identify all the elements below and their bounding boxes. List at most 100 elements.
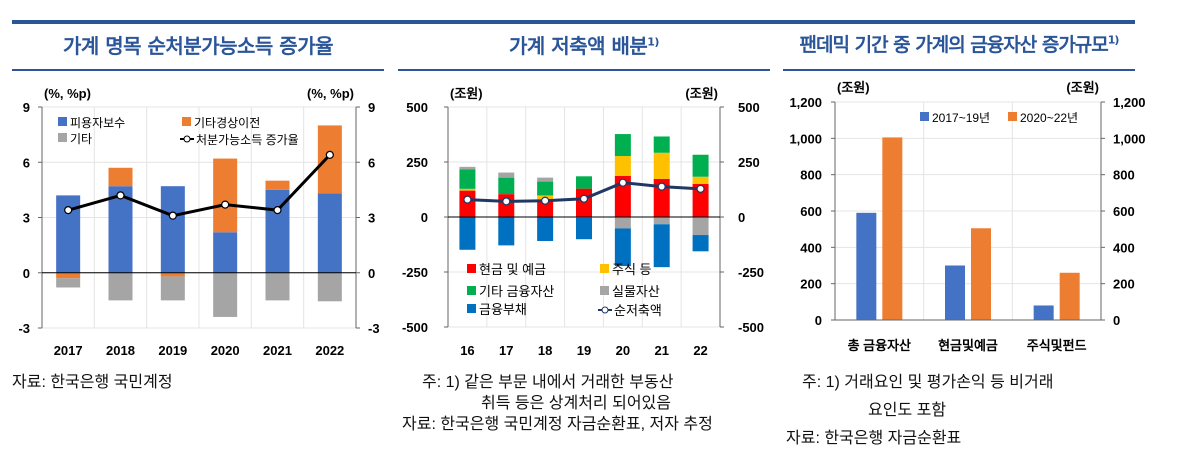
- legend-label: 실물자산: [612, 284, 660, 299]
- bar-segment: [160, 186, 185, 273]
- x-tick-label: 2019: [158, 343, 187, 358]
- y-tick-left: 200: [800, 277, 822, 292]
- y-tick-left: -250: [402, 265, 428, 280]
- unit-right: (%, %p): [307, 86, 354, 101]
- y-tick-left: 1,200: [789, 95, 822, 110]
- bar-segment: [614, 134, 631, 157]
- y-tick-left: 0: [23, 266, 30, 281]
- chart1-source: 자료: 한국은행 국민계정: [12, 374, 173, 391]
- bar-segment: [108, 272, 133, 301]
- bar-segment: [653, 136, 670, 153]
- bar-segment: [459, 188, 476, 191]
- bar-segment: [537, 199, 554, 217]
- bar-segment: [265, 272, 290, 301]
- bar-segment: [56, 278, 81, 288]
- line-point: [64, 206, 73, 215]
- y-tick-right: -250: [738, 265, 764, 280]
- bar-segment: [537, 177, 554, 182]
- chart2-title-text: 가계 저축액 배분: [509, 34, 648, 58]
- line-point: [325, 150, 334, 159]
- bar: [971, 228, 991, 320]
- legend-swatch: [467, 264, 476, 273]
- x-tick-label: 2018: [106, 343, 135, 358]
- x-tick-label: 2022: [315, 343, 344, 358]
- chart1-title-text: 가계 명목 순처분가능소득 증가율: [63, 34, 334, 58]
- legend-label: 기타 금융자산: [479, 284, 554, 299]
- chart1-title: 가계 명목 순처분가능소득 증가율: [12, 30, 384, 59]
- chart2-title: 가계 저축액 배분1): [398, 30, 770, 59]
- y-tick-left: 6: [23, 155, 30, 170]
- bar: [1033, 305, 1054, 320]
- legend-swatch: [467, 286, 476, 295]
- bar-segment: [213, 272, 238, 317]
- unit-left: (조원): [837, 80, 870, 95]
- y-tick-left: 0: [421, 210, 428, 225]
- unit-left: (조원): [450, 86, 483, 101]
- line-point: [657, 182, 666, 191]
- legend-label: 2020~22년: [1020, 111, 1078, 125]
- bar: [856, 212, 877, 320]
- bar-segment: [213, 232, 238, 273]
- unit-right: (조원): [1066, 80, 1099, 95]
- bar: [945, 265, 965, 320]
- y-tick-right: 600: [1113, 204, 1135, 219]
- y-tick-left: 400: [800, 240, 822, 255]
- x-tick-label: 21: [654, 343, 668, 358]
- x-tick-label: 20: [616, 343, 630, 358]
- x-tick-label: 주식및펀드: [1027, 338, 1087, 353]
- bar-segment: [614, 175, 631, 217]
- legend-swatch: [58, 117, 67, 126]
- x-tick-label: 18: [538, 343, 552, 358]
- x-tick-label: 22: [693, 343, 707, 358]
- bar-segment: [576, 176, 592, 189]
- bar-segment: [692, 235, 709, 252]
- line-point: [273, 206, 282, 215]
- chart1-title-rule: [12, 69, 384, 71]
- y-tick-right: 9: [368, 100, 375, 115]
- chart2-title-rule: [398, 69, 770, 71]
- y-tick-right: 3: [368, 211, 375, 226]
- y-tick-right: -500: [738, 320, 764, 335]
- bar-segment: [498, 177, 515, 195]
- bar-segment: [692, 154, 709, 177]
- y-tick-right: 6: [368, 155, 375, 170]
- bar-segment: [160, 276, 185, 301]
- bar-segment: [108, 186, 133, 273]
- legend-label: 2017~19년: [932, 111, 990, 125]
- y-tick-left: 0: [815, 313, 822, 328]
- y-tick-right: 250: [738, 155, 760, 170]
- bar: [1059, 272, 1080, 320]
- chart2-title-sup: 1): [647, 35, 659, 49]
- chart3-title-sup: 1): [1107, 33, 1120, 47]
- legend-label: 현금 및 예금: [479, 262, 546, 277]
- bar-segment: [108, 167, 133, 187]
- bar-segment: [653, 178, 670, 217]
- line-point: [116, 191, 125, 200]
- legend-label: 기타경상이전: [194, 116, 260, 130]
- y-tick-right: 1,200: [1113, 95, 1146, 110]
- chart3-note-line2: 요인도 포함: [868, 402, 947, 419]
- legend-point-swatch: [601, 306, 609, 314]
- series-line: [67, 153, 331, 218]
- bar-segment: [692, 176, 709, 184]
- bar-segment: [498, 172, 515, 178]
- x-tick-label: 17: [499, 343, 513, 358]
- legend-swatch: [182, 117, 191, 126]
- chart3-title: 팬데믹 기간 중 가계의 금융자산 증가규모1): [783, 30, 1135, 57]
- legend-swatch: [58, 133, 67, 142]
- bar-segment: [459, 190, 476, 217]
- bar-segment: [317, 125, 342, 194]
- y-tick-left: 9: [23, 100, 30, 115]
- y-tick-left: 1,000: [789, 131, 822, 146]
- legend-label: 주식 등: [612, 262, 652, 277]
- line-point: [618, 178, 627, 187]
- line-point: [221, 200, 230, 209]
- y-tick-left: -500: [402, 320, 428, 335]
- bar-segment: [614, 156, 631, 176]
- unit-right: (조원): [685, 86, 718, 101]
- x-tick-label: 총 금융자산: [848, 338, 911, 353]
- chart3-title-rule: [783, 69, 1135, 71]
- bar-segment: [653, 217, 670, 225]
- x-tick-label: 현금및예금: [938, 338, 998, 353]
